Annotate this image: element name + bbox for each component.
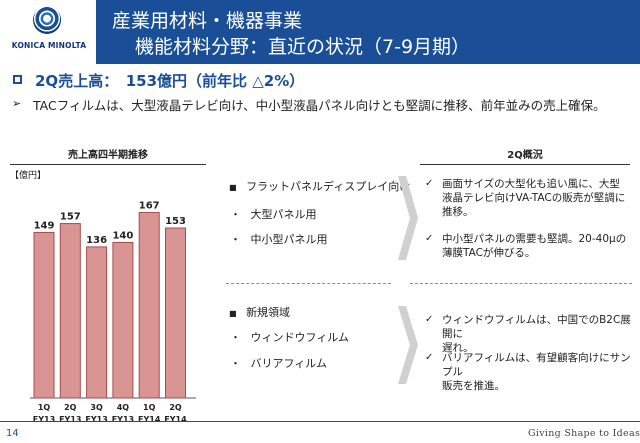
page-subtitle: 機能材料分野：直近の状況（7-9月期）	[135, 36, 471, 58]
new-area-item-label: バリアフィルム	[250, 357, 328, 370]
fpd-item-large: ・ 大型パネル用	[230, 206, 317, 222]
chart-unit-label: 【億円】	[10, 171, 47, 181]
overview-line: 薄膜TACが伸びる。	[442, 247, 536, 259]
fpd-item-small: ・ 中小型パネル用	[230, 231, 328, 247]
fpd-item-label: 大型パネル用	[250, 208, 317, 221]
chevron-right-icon	[398, 306, 418, 384]
konica-minolta-globe-icon	[33, 6, 61, 34]
chart-title: 売上高四半期推移	[10, 149, 206, 165]
overview-line: 画面サイズの大型化も追い風に、大型	[442, 178, 620, 190]
overview-point-3: ウィンドウフィルムは、中国でのB2C展開に 遅れ。	[442, 313, 640, 355]
chart-bar	[86, 246, 108, 399]
page-number: 14	[6, 428, 19, 439]
page-title: 産業用材料・機器事業	[112, 10, 303, 32]
chart-tick-label-quarter: 2Q	[169, 403, 182, 412]
check-icon: ✓	[425, 352, 434, 363]
chart-data-label: 153	[165, 216, 186, 227]
chart-tick-label-year: FY13	[59, 415, 81, 424]
square-bullet-icon: ■	[229, 183, 237, 192]
overview-line: 中小型パネルの需要も堅調。20-40μの	[442, 233, 627, 245]
overview-line: 液晶テレビ向けVA-TACの販売が堅調に	[442, 192, 626, 204]
chart-tick-label-year: FY14	[164, 415, 187, 424]
right-divider	[410, 283, 632, 284]
middle-group2-heading: ■ 新規領域	[229, 304, 290, 320]
overview-line: ウィンドウフィルムは、中国でのB2C展開に	[442, 314, 631, 340]
chart-bar	[33, 231, 55, 399]
new-area-item-label: ウィンドウフィルム	[250, 331, 350, 344]
arrow-bullet-icon: ➢	[12, 97, 22, 110]
new-area-item-window: ・ ウィンドウフィルム	[230, 329, 349, 345]
fpd-item-label: 中小型パネル用	[250, 233, 328, 246]
chart-data-label: 149	[34, 220, 55, 231]
overview-point-4: バリアフィルムは、有望顧客向けにサンプル 販売を推進。	[442, 351, 640, 393]
tagline: Giving Shape to Ideas	[528, 428, 640, 439]
title-separator	[92, 0, 96, 64]
square-bullet-icon	[13, 75, 22, 84]
dot-bullet: ・	[230, 331, 241, 344]
overview-point-1: 画面サイズの大型化も追い風に、大型 液晶テレビ向けVA-TACの販売が堅調に 推…	[442, 177, 625, 219]
chart-bar	[165, 227, 186, 399]
chart-tick-label-quarter: 2Q	[64, 403, 77, 412]
check-icon: ✓	[425, 314, 434, 325]
chart-data-label: 136	[86, 235, 107, 246]
new-area-heading: 新規領域	[246, 306, 291, 319]
square-bullet-icon: ■	[229, 309, 237, 318]
new-area-item-barrier: ・ バリアフィルム	[230, 355, 327, 371]
chart-data-label: 167	[139, 200, 160, 211]
footer-line	[0, 421, 640, 422]
fpd-heading: フラットパネルディスプレイ向け	[246, 180, 411, 193]
chart-tick-label-quarter: 3Q	[90, 403, 103, 412]
overview-line: 販売を推進。	[442, 380, 505, 392]
title-bar	[96, 0, 640, 64]
sales-detail: TACフィルムは、大型液晶テレビ向け、中小型液晶パネル向けとも堅調に推移、前年並…	[33, 98, 606, 113]
chart-tick-label-year: FY13	[33, 415, 55, 424]
chart-tick-label-year: FY13	[85, 415, 107, 424]
chart-tick-label-year: FY13	[112, 415, 134, 424]
middle-divider	[226, 283, 391, 284]
chart-tick-label-quarter: 4Q	[117, 403, 130, 412]
overview-heading: 2Q概況	[420, 149, 630, 165]
chart-tick-label-quarter: 1Q	[38, 403, 51, 412]
chart-data-label: 157	[60, 212, 81, 223]
middle-group1-heading: ■ フラットパネルディスプレイ向け	[229, 178, 410, 194]
overview-line: バリアフィルムは、有望顧客向けにサンプル	[442, 352, 631, 378]
chart-data-label: 140	[112, 230, 133, 241]
overview-line: 遅れ。	[442, 342, 474, 354]
dot-bullet: ・	[230, 233, 241, 246]
chart-bar	[112, 241, 134, 399]
check-icon: ✓	[425, 233, 434, 244]
chevron-right-icon	[398, 176, 418, 260]
dot-bullet: ・	[230, 357, 241, 370]
sales-headline: 2Q売上高： 153億円（前年比 △2%）	[35, 72, 305, 90]
chart-tick-label-quarter: 1Q	[143, 403, 156, 412]
check-icon: ✓	[425, 178, 434, 189]
chart-bar	[59, 223, 81, 399]
chart-bar	[138, 211, 160, 399]
logo-text: KONICA MINOLTA	[11, 41, 87, 50]
quarterly-sales-chart: 149 1Q FY13 157 2Q FY13 136 3Q FY13 140 4Q FY13 167 1…	[30, 200, 196, 424]
chart-tick-label-year: FY14	[138, 415, 161, 424]
dot-bullet: ・	[230, 208, 241, 221]
overview-line: 推移。	[442, 206, 474, 218]
overview-point-2: 中小型パネルの需要も堅調。20-40μの 薄膜TACが伸びる。	[442, 232, 626, 260]
